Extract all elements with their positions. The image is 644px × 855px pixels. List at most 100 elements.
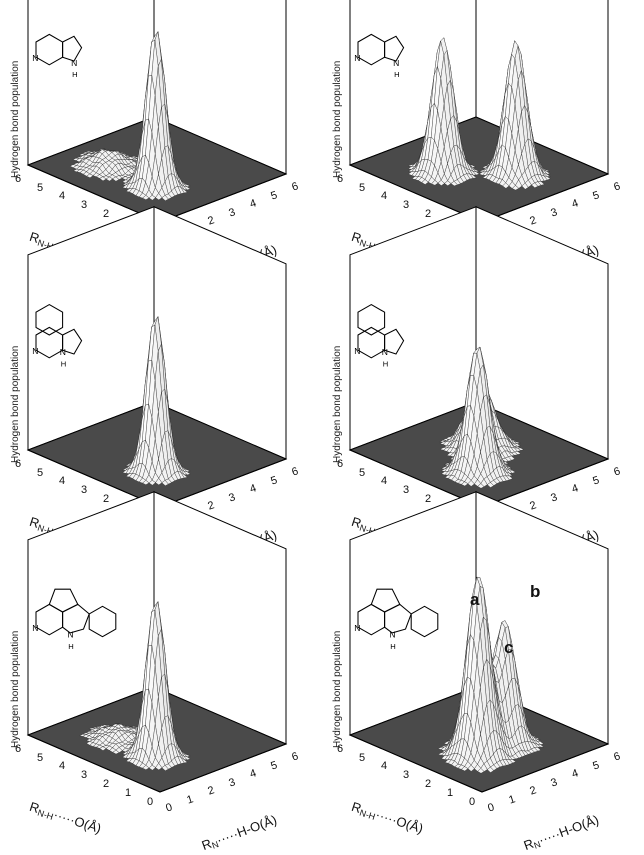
molecule-structure-1h-pyrrolo-2-3-h-quinoline: N NH — [32, 303, 83, 368]
peak-label-b: b — [530, 582, 541, 601]
surface-cell — [477, 483, 485, 489]
surface-cell — [502, 182, 510, 189]
surface-panel-5: N N H 0 1 2 3 4 5 6 0 1 2 3 4 5 6 Hydrogen bond populatio… — [0, 491, 322, 855]
surface-cell — [444, 180, 452, 186]
y-axis-line — [159, 458, 287, 508]
surface-cell — [431, 179, 439, 186]
y-axis-line — [481, 458, 609, 508]
surface-cell — [142, 480, 150, 485]
peak-label-a: a — [470, 590, 480, 609]
ring-bond — [384, 603, 412, 634]
x-tick-label: 5 — [37, 181, 44, 194]
surface-plot-svg: NNH — [348, 491, 610, 793]
surface-mesh — [437, 576, 545, 774]
surface-cell — [99, 746, 107, 751]
molecule-structure-7-azaindole: N NH — [32, 33, 83, 79]
surface-cell — [161, 480, 169, 486]
molecule-structure-7-azaindole: N NH — [354, 33, 405, 79]
atom-h: H — [61, 359, 66, 368]
x-tick-label: 2 — [425, 208, 432, 221]
surface-cell — [461, 481, 469, 487]
surface-cell — [461, 766, 469, 772]
ring-bond — [410, 605, 439, 638]
x-tick-label: 2 — [103, 778, 110, 791]
surface-cell — [148, 194, 156, 201]
x-tick-label: 1 — [125, 787, 132, 800]
z-axis-label: Hydrogen bond population — [332, 345, 343, 463]
surface-mesh — [407, 37, 551, 191]
x-tick-label: 6 — [15, 742, 22, 755]
surface-cell — [437, 180, 445, 186]
ring-bond — [35, 303, 64, 336]
ring-bond — [357, 303, 386, 336]
y-axis-line — [159, 743, 287, 793]
x-tick-label: 5 — [359, 466, 366, 479]
x-tick-label: 3 — [81, 199, 88, 212]
x-tick-label: 6 — [15, 457, 22, 470]
atom-n: N — [32, 53, 38, 63]
surface-mesh — [121, 316, 191, 486]
ring-bond — [62, 603, 90, 634]
surface-cell — [487, 482, 494, 488]
surface-cell — [487, 766, 494, 773]
surface-panel-6: N N H 0 1 2 3 4 5 6 0 1 2 3 4 5 6 Hydrogen bond populatio… — [322, 491, 644, 855]
atom-h: H — [390, 642, 395, 651]
surface-cell — [142, 195, 150, 200]
atom-n: N — [354, 53, 360, 63]
x-tick-label: 6 — [337, 742, 344, 755]
atom-nh: N — [393, 58, 399, 68]
ring-bond — [62, 35, 83, 62]
ring-bond — [370, 588, 401, 613]
x-tick-label: 3 — [403, 199, 410, 212]
peak-label-c: c — [504, 638, 514, 657]
surface-cell — [105, 176, 113, 182]
x-tick-label: 0 — [469, 796, 476, 808]
atom-h: H — [383, 359, 388, 368]
x-tick-label: 5 — [359, 751, 366, 764]
surface-cell — [155, 762, 163, 771]
y-axis-line — [481, 743, 609, 793]
molecule-structure-1h-pyrrolo-2-3-h-quinoline: N NH — [354, 303, 405, 368]
x-tick-label: 5 — [37, 466, 44, 479]
x-tick-label: 6 — [337, 457, 344, 470]
y-axis-line — [159, 173, 287, 223]
x-tick-label: 3 — [81, 484, 88, 497]
x-tick-label: 0 — [147, 796, 154, 808]
surface-cell — [477, 768, 485, 774]
x-tick-label: 4 — [381, 475, 388, 488]
molecule-structure-dihydro-pyrido-carbazole: NNH — [354, 588, 439, 651]
x-tick-label: 5 — [359, 181, 366, 194]
surface-cell — [148, 479, 156, 486]
surface-cell — [467, 764, 475, 772]
z-axis-label: Hydrogen bond population — [332, 630, 343, 748]
atom-nh: N — [71, 58, 77, 68]
surface-cell — [161, 195, 169, 201]
surface-cell — [531, 182, 539, 189]
z-axis-label: Hydrogen bond population — [10, 345, 21, 463]
surface-cell — [112, 749, 120, 755]
atom-h: H — [68, 642, 73, 651]
ring-bond — [88, 605, 117, 638]
surface-mesh — [439, 346, 525, 489]
atom-nh: N — [67, 630, 73, 640]
surface-cell — [142, 765, 150, 770]
atom-n: N — [354, 346, 360, 356]
ring-bond — [384, 328, 405, 355]
x-tick-label: 4 — [59, 760, 66, 773]
z-axis-label: Hydrogen bond population — [10, 630, 21, 748]
x-axis-line — [349, 734, 483, 793]
atom-n: N — [32, 346, 38, 356]
ring-bond — [48, 588, 79, 613]
surface-mesh — [69, 31, 191, 201]
x-tick-label: 3 — [403, 769, 410, 782]
x-tick-label: 3 — [81, 769, 88, 782]
surface-cell — [512, 185, 520, 191]
surface-plot-svg: NNH — [26, 491, 288, 793]
x-tick-label: 4 — [59, 190, 66, 203]
atom-nh: N — [60, 347, 66, 357]
